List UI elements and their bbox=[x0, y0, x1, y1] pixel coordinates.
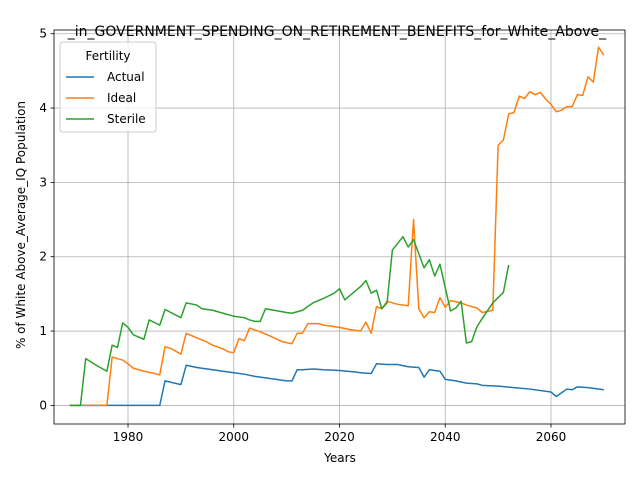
y-tick-label: 4 bbox=[39, 101, 47, 115]
x-axis-label: Years bbox=[323, 451, 356, 465]
y-tick-label: 2 bbox=[39, 250, 47, 264]
legend-label-ideal: Ideal bbox=[107, 91, 136, 105]
legend-box bbox=[59, 41, 157, 133]
x-tick-label: 2000 bbox=[218, 430, 249, 444]
legend-title: Fertility bbox=[85, 49, 130, 63]
y-tick-label: 0 bbox=[39, 398, 47, 412]
legend-entries: Actual Ideal Sterile bbox=[66, 70, 146, 126]
x-tick-label: 2040 bbox=[430, 430, 461, 444]
series-line-sterile bbox=[69, 235, 510, 407]
x-tick-label: 1980 bbox=[113, 430, 144, 444]
axis-ticks: 1980 2000 2020 2040 2060 0 1 2 3 4 5 bbox=[39, 27, 566, 444]
y-axis-label: % of White Above_Average_IQ Population bbox=[14, 101, 28, 349]
legend-label-actual: Actual bbox=[107, 70, 145, 84]
chart-title: _in_GOVERNMENT_SPENDING_ON_RETIREMENT_BE… bbox=[67, 24, 607, 40]
series-lines bbox=[69, 46, 605, 407]
x-tick-label: 2020 bbox=[324, 430, 355, 444]
x-tick-label: 2060 bbox=[536, 430, 567, 444]
series-line-actual bbox=[69, 363, 604, 407]
legend: Fertility Actual Ideal Sterile bbox=[59, 41, 157, 133]
series-line-ideal bbox=[69, 46, 605, 407]
y-tick-label: 3 bbox=[39, 175, 47, 189]
y-tick-label: 1 bbox=[39, 324, 47, 338]
legend-label-sterile: Sterile bbox=[107, 112, 146, 126]
y-tick-label: 5 bbox=[39, 27, 47, 41]
grid-lines bbox=[54, 30, 625, 424]
